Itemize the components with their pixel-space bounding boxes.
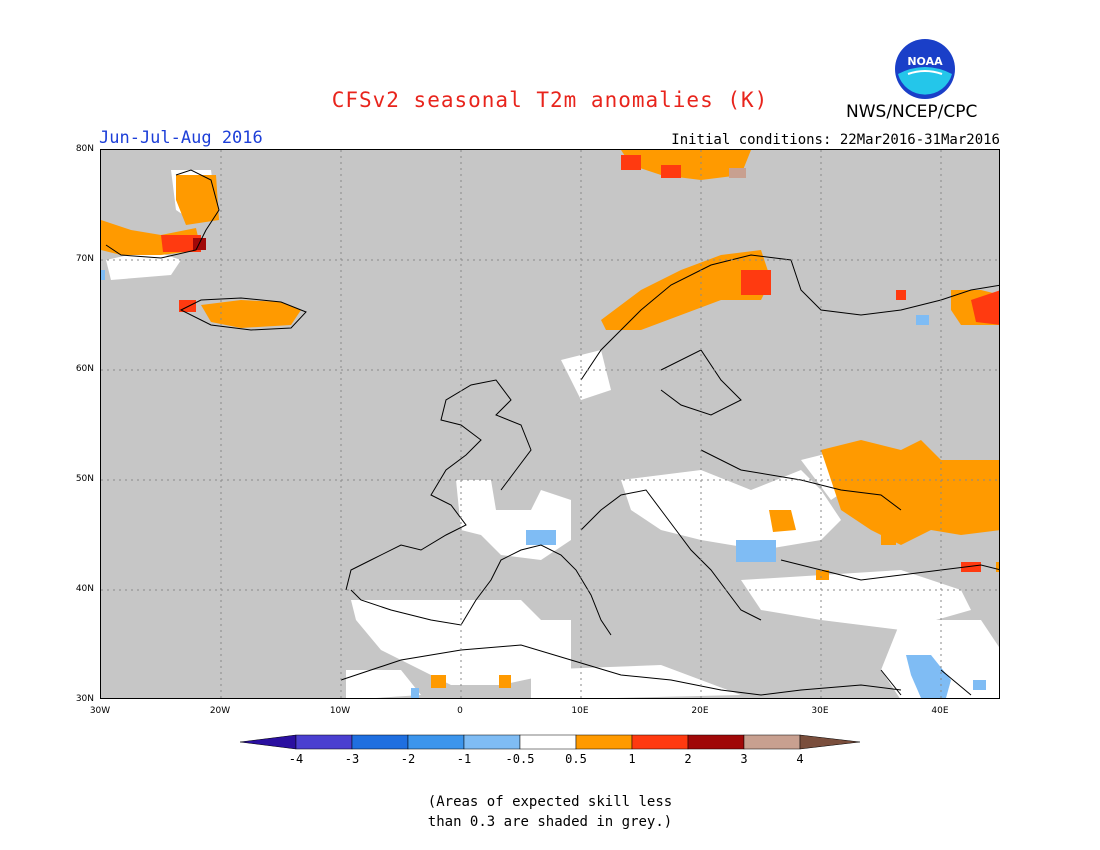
cool-anomaly-regions <box>101 270 986 698</box>
colorbar-swatch <box>687 734 745 750</box>
chart-title: CFSv2 seasonal T2m anomalies (K) <box>331 88 769 112</box>
lon-label: 30W <box>89 706 111 716</box>
graticule <box>101 150 999 698</box>
colorbar-label: -0.5 <box>505 752 535 766</box>
colorbar-swatch <box>240 734 297 750</box>
lat-label: 30N <box>75 694 94 704</box>
extreme-anomaly-regions <box>729 168 746 178</box>
colorbar-label: 3 <box>740 752 748 766</box>
colorbar-swatch <box>519 734 577 750</box>
near-normal-regions <box>106 170 999 698</box>
anomaly-map <box>100 149 1000 699</box>
colorbar-swatch <box>407 734 465 750</box>
lon-label: 20E <box>691 706 709 716</box>
warm-anomaly-regions <box>101 150 999 688</box>
footnote-line: than 0.3 are shaded in grey.) <box>427 814 673 830</box>
colorbar-label: -2 <box>400 752 416 766</box>
initial-conditions-label: Initial conditions: 22Mar2016-31Mar2016 <box>671 132 1000 148</box>
noaa-logo-text: NOAA <box>907 55 943 68</box>
colorbar-label: 2 <box>684 752 692 766</box>
colorbar-label: 1 <box>628 752 636 766</box>
colorbar-swatch <box>799 734 861 750</box>
noaa-logo-icon: NOAA <box>895 39 955 99</box>
colorbar-swatch <box>575 734 633 750</box>
lon-label: 20W <box>209 706 231 716</box>
colorbar-label: -3 <box>344 752 360 766</box>
lon-label: 10E <box>571 706 589 716</box>
lon-label: 40E <box>931 706 949 716</box>
lat-label: 70N <box>75 254 94 264</box>
colorbar-swatch <box>631 734 689 750</box>
colorbar-label: 4 <box>796 752 804 766</box>
lon-label: 30E <box>811 706 829 716</box>
colorbar-swatch <box>295 734 353 750</box>
colorbar-swatch <box>463 734 521 750</box>
footnote-line: (Areas of expected skill less <box>427 794 673 810</box>
agency-label: NWS/NCEP/CPC <box>846 102 978 122</box>
colorbar <box>240 734 861 750</box>
season-label: Jun-Jul-Aug 2016 <box>99 128 263 148</box>
lon-label: 0 <box>457 706 463 716</box>
lon-label: 10W <box>329 706 351 716</box>
colorbar-label: 0.5 <box>565 752 587 766</box>
colorbar-label: -1 <box>456 752 472 766</box>
colorbar-swatch <box>743 734 801 750</box>
skill-footnote: (Areas of expected skill less than 0.3 a… <box>0 792 1100 832</box>
lat-label: 40N <box>75 584 94 594</box>
map-canvas <box>101 150 999 698</box>
lat-label: 80N <box>75 144 94 154</box>
colorbar-label: -4 <box>288 752 304 766</box>
colorbar-swatch <box>351 734 409 750</box>
lat-label: 60N <box>75 364 94 374</box>
lat-label: 50N <box>75 474 94 484</box>
